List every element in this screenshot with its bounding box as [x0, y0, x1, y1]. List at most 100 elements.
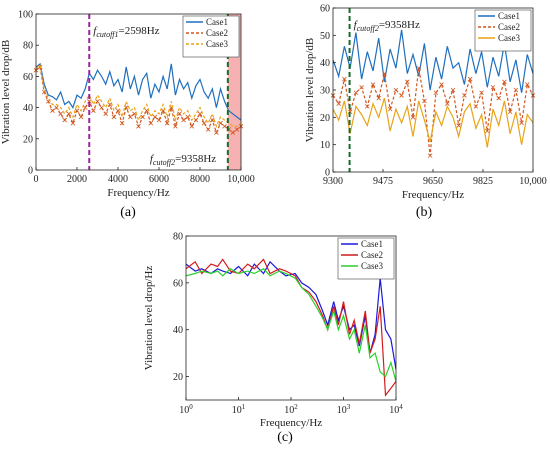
data-point-case2: [399, 93, 404, 98]
x-tick-label: 103: [337, 403, 351, 416]
y-tick-label: 40: [173, 325, 183, 336]
y-tick-label: 0: [325, 168, 330, 179]
y-axis-label: Vibration level drop/dB: [0, 40, 12, 144]
legend-label-case3: Case3: [498, 33, 520, 43]
data-point-case2: [70, 120, 76, 126]
data-point-case2: [123, 105, 129, 110]
x-tick-label: 102: [284, 403, 298, 416]
y-tick-label: 20: [23, 134, 33, 145]
y-tick-label: 30: [320, 86, 330, 97]
y-tick-label: 20: [173, 372, 183, 383]
y-tick-label: 80: [173, 232, 183, 243]
data-point-case2: [119, 120, 125, 126]
data-point-case2: [519, 120, 524, 126]
x-axis-label: Frequency/Hz: [107, 187, 169, 199]
x-tick-label: 10,000: [227, 174, 255, 185]
y-tick-label: 50: [320, 31, 330, 42]
data-point-case2: [410, 115, 416, 120]
series-line-case1: [36, 62, 241, 121]
series-line-case2: [186, 258, 396, 397]
y-tick-label: 40: [320, 58, 330, 69]
data-point-case2: [201, 120, 207, 126]
y-tick-label: 60: [23, 72, 33, 83]
legend-label-case3: Case3: [361, 261, 383, 271]
data-point-case2: [58, 111, 63, 117]
data-point-case2: [473, 104, 479, 109]
x-tick-label: 9650: [423, 176, 443, 187]
x-tick-label: 101: [232, 403, 246, 416]
data-point-case2: [359, 84, 364, 90]
x-axis-label: Frequency/Hz: [260, 417, 322, 429]
data-point-case2: [111, 114, 117, 120]
x-tick-label: 8000: [190, 174, 210, 185]
data-point-case2: [353, 90, 359, 96]
data-point-case2: [189, 124, 195, 129]
x-tick-label: 0: [34, 174, 39, 185]
data-point-case2: [103, 111, 108, 117]
data-point-case2: [490, 84, 496, 90]
y-tick-label: 40: [23, 103, 33, 114]
data-point-case2: [502, 79, 507, 85]
data-point-case2: [210, 117, 215, 123]
data-point-case2: [342, 76, 347, 82]
data-point-case2: [99, 105, 104, 110]
series-line-case2: [333, 67, 533, 156]
y-tick-label: 60: [320, 4, 330, 15]
series-line-case3: [186, 268, 396, 382]
data-point-case2: [525, 82, 530, 87]
data-point-case2: [54, 105, 59, 110]
data-point-case2: [370, 82, 376, 87]
legend-label-case1: Case1: [361, 239, 383, 249]
data-point-case2: [405, 79, 410, 85]
legend-label-case2: Case2: [206, 28, 228, 38]
panel-label: (c): [277, 430, 293, 445]
series-line-case3: [333, 98, 533, 148]
data-point-case2: [164, 120, 170, 126]
data-point-case2: [62, 117, 67, 123]
panel-label: (a): [120, 205, 136, 220]
x-tick-label: 6000: [149, 174, 169, 185]
data-point-case2: [433, 90, 439, 96]
y-tick-label: 80: [23, 41, 33, 52]
x-tick-label: 9825: [473, 176, 493, 187]
x-tick-label: 2000: [67, 174, 87, 185]
data-point-case2: [82, 105, 88, 110]
data-point-case2: [467, 76, 473, 82]
x-tick-label: 4000: [108, 174, 128, 185]
legend-label-case2: Case2: [361, 250, 383, 260]
x-tick-label: 10,000: [519, 176, 547, 187]
data-point-case2: [445, 101, 450, 106]
data-point-case2: [462, 93, 467, 98]
data-point-case2: [173, 124, 178, 129]
legend-label-case1: Case1: [498, 11, 520, 21]
data-point-case2: [450, 87, 456, 93]
data-point-case2: [416, 65, 421, 71]
data-point-case2: [365, 104, 370, 109]
x-tick-label: 9475: [373, 176, 393, 187]
x-tick-label: 104: [389, 403, 403, 416]
legend-box: [182, 15, 240, 58]
legend-box: [474, 9, 532, 52]
series-line-case1: [333, 29, 533, 93]
data-point-case2: [185, 114, 190, 120]
chart-panel-c: 100 101 102 103 104 20 40 60 80 Frequency/Hz Vibra…: [143, 232, 403, 446]
cutoff2-annotation: fcutoff2=9358Hz: [150, 153, 216, 167]
data-point-case2: [422, 98, 427, 104]
data-point-case2: [50, 108, 55, 114]
data-point-case2: [234, 127, 240, 132]
data-point-case2: [387, 106, 393, 112]
y-tick-label: 0: [28, 166, 33, 177]
y-tick-label: 20: [320, 113, 330, 124]
data-point-case2: [496, 95, 501, 101]
data-point-case2: [156, 117, 162, 123]
data-point-case2: [87, 99, 92, 104]
data-point-case2: [74, 108, 80, 114]
data-point-case2: [91, 108, 96, 114]
y-tick-label: 10: [320, 140, 330, 151]
data-point-case2: [197, 111, 203, 117]
series-line-case2: [36, 65, 241, 135]
y-axis-label: Vibration level drop/Hz: [143, 266, 155, 371]
data-point-case2: [336, 101, 341, 106]
